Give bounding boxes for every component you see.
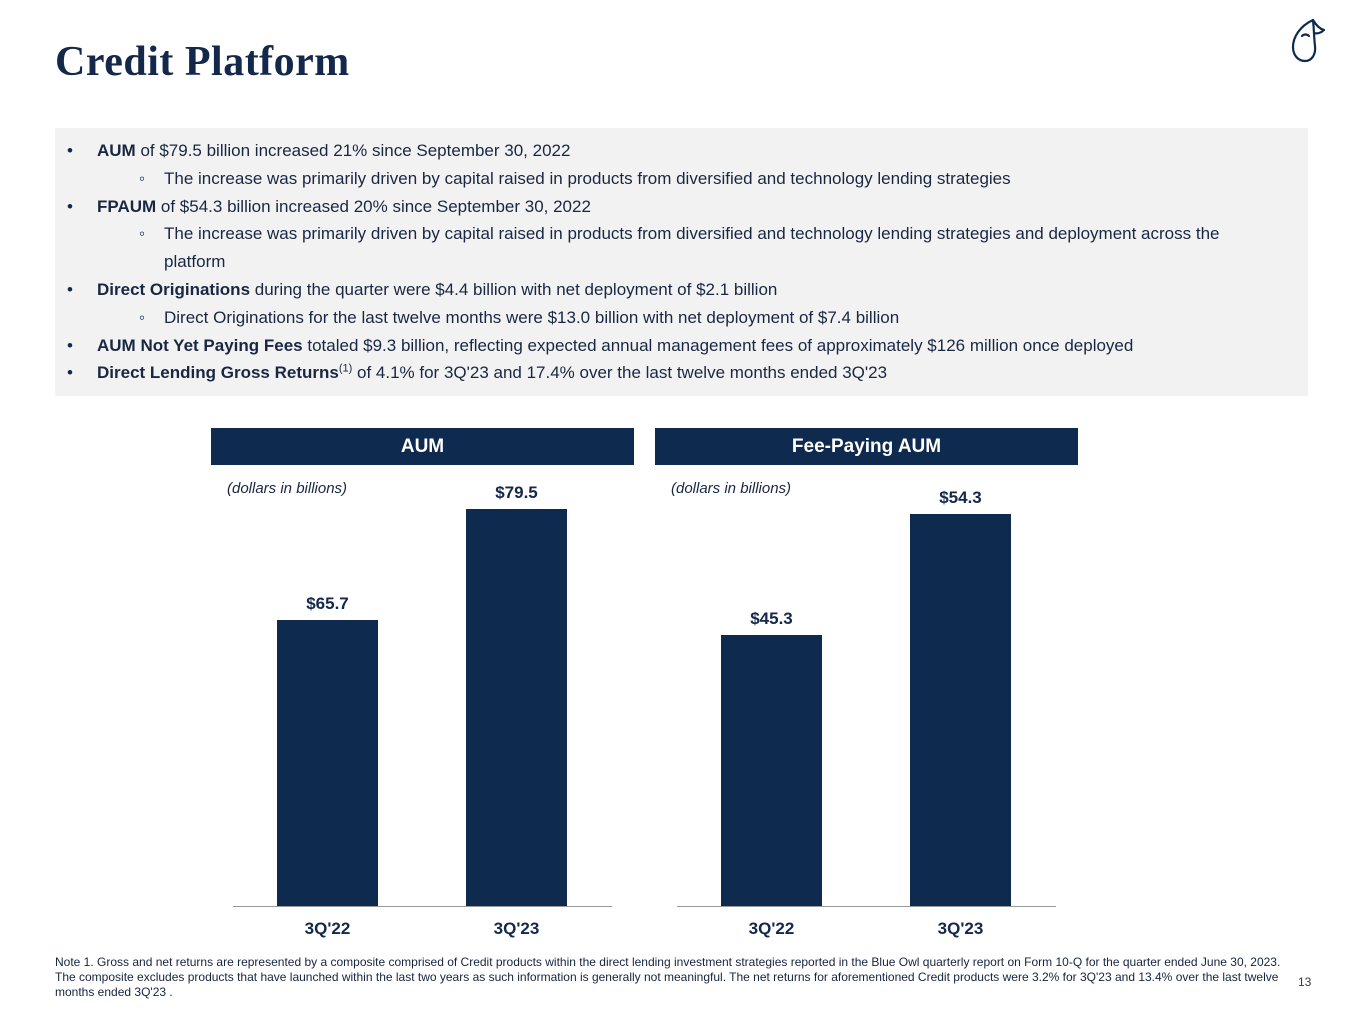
bar-slot: $79.5: [466, 465, 567, 906]
highlights-box: • AUM of $79.5 billion increased 21% sinc…: [55, 128, 1308, 396]
bullet-marker: ◦: [139, 307, 146, 327]
bullet-item: • Direct Lending Gross Returns(1) of 4.1%…: [55, 359, 1282, 387]
chart-title: AUM: [400, 435, 445, 457]
bullet-marker: •: [67, 335, 73, 355]
bullet-marker: •: [67, 196, 73, 216]
chart-subtitle: (dollars in billions): [227, 480, 348, 497]
bullet-text: AUM of $79.5 billion increased 21% since…: [97, 141, 571, 160]
bar-slot: $45.3: [721, 465, 822, 906]
x-axis-line: [233, 906, 612, 907]
chart-title: Fee-Paying AUM: [791, 435, 942, 457]
chart-plot: $65.7 $79.5: [211, 465, 634, 906]
bar: [277, 620, 378, 906]
bullet-text: FPAUM of $54.3 billion increased 20% sin…: [97, 196, 591, 216]
bullet-text: The increase was primarily driven by cap…: [164, 168, 1011, 188]
bullet-marker: ◦: [139, 168, 146, 188]
page-number: 13: [1298, 975, 1312, 989]
bullet-item: • FPAUM of $54.3 billion increased 20% si…: [55, 193, 1282, 221]
x-axis-label: 3Q'23: [937, 919, 984, 938]
bullet-item: ◦ Direct Originations for the last twelve…: [55, 304, 1282, 332]
bullet-marker: ◦: [139, 224, 146, 244]
bar-value-label: $54.3: [939, 488, 982, 507]
blue-owl-logo: [1280, 16, 1328, 64]
bullet-item: ◦ The increase was primarily driven by ca…: [55, 220, 1282, 276]
bullet-item: • AUM of $79.5 billion increased 21% sinc…: [55, 137, 1282, 165]
bar: [466, 509, 567, 906]
bullet-item: • Direct Originations during the quarter …: [55, 276, 1282, 304]
chart-title-bar: Fee-Paying AUM: [655, 428, 1078, 465]
x-axis-label: 3Q'22: [304, 919, 351, 938]
bullet-marker: •: [67, 279, 73, 299]
chart-title-bar: AUM: [211, 428, 634, 465]
bar-slot: $65.7: [277, 465, 378, 906]
fee-paying-aum-chart: Fee-Paying AUM (dollars in billions) $45…: [655, 428, 1078, 943]
bullet-marker: •: [67, 141, 73, 160]
bullet-text: The increase was primarily driven by cap…: [164, 224, 1220, 272]
bar: [721, 635, 822, 906]
bar-slot: $54.3: [910, 465, 1011, 906]
page-title: Credit Platform: [55, 39, 350, 85]
bullet-text: Direct Originations for the last twelve …: [164, 307, 900, 327]
bullet-list: • AUM of $79.5 billion increased 21% sinc…: [55, 137, 1282, 387]
bullet-text: Direct Lending Gross Returns(1) of 4.1% …: [97, 362, 888, 383]
bar-value-label: $65.7: [306, 594, 349, 613]
bullet-marker: •: [67, 363, 73, 383]
bullet-item: • AUM Not Yet Paying Fees totaled $9.3 bi…: [55, 332, 1282, 360]
x-axis-label: 3Q'22: [748, 919, 795, 938]
aum-chart: AUM (dollars in billions) $65.7 $79.5 3Q'…: [211, 428, 634, 943]
bullet-item: ◦ The increase was primarily driven by ca…: [55, 165, 1282, 193]
bullet-text: Direct Originations during the quarter w…: [97, 279, 778, 299]
bullet-text: AUM Not Yet Paying Fees totaled $9.3 bil…: [97, 335, 1134, 355]
chart-plot: $45.3 $54.3: [655, 465, 1078, 906]
footnote: Note 1. Gross and net returns are repres…: [55, 955, 1281, 999]
x-axis-line: [677, 906, 1056, 907]
bar-value-label: $79.5: [495, 483, 538, 502]
x-axis-label: 3Q'23: [493, 919, 540, 938]
chart-subtitle: (dollars in billions): [671, 480, 792, 497]
bar-value-label: $45.3: [750, 609, 793, 628]
bar: [910, 514, 1011, 906]
